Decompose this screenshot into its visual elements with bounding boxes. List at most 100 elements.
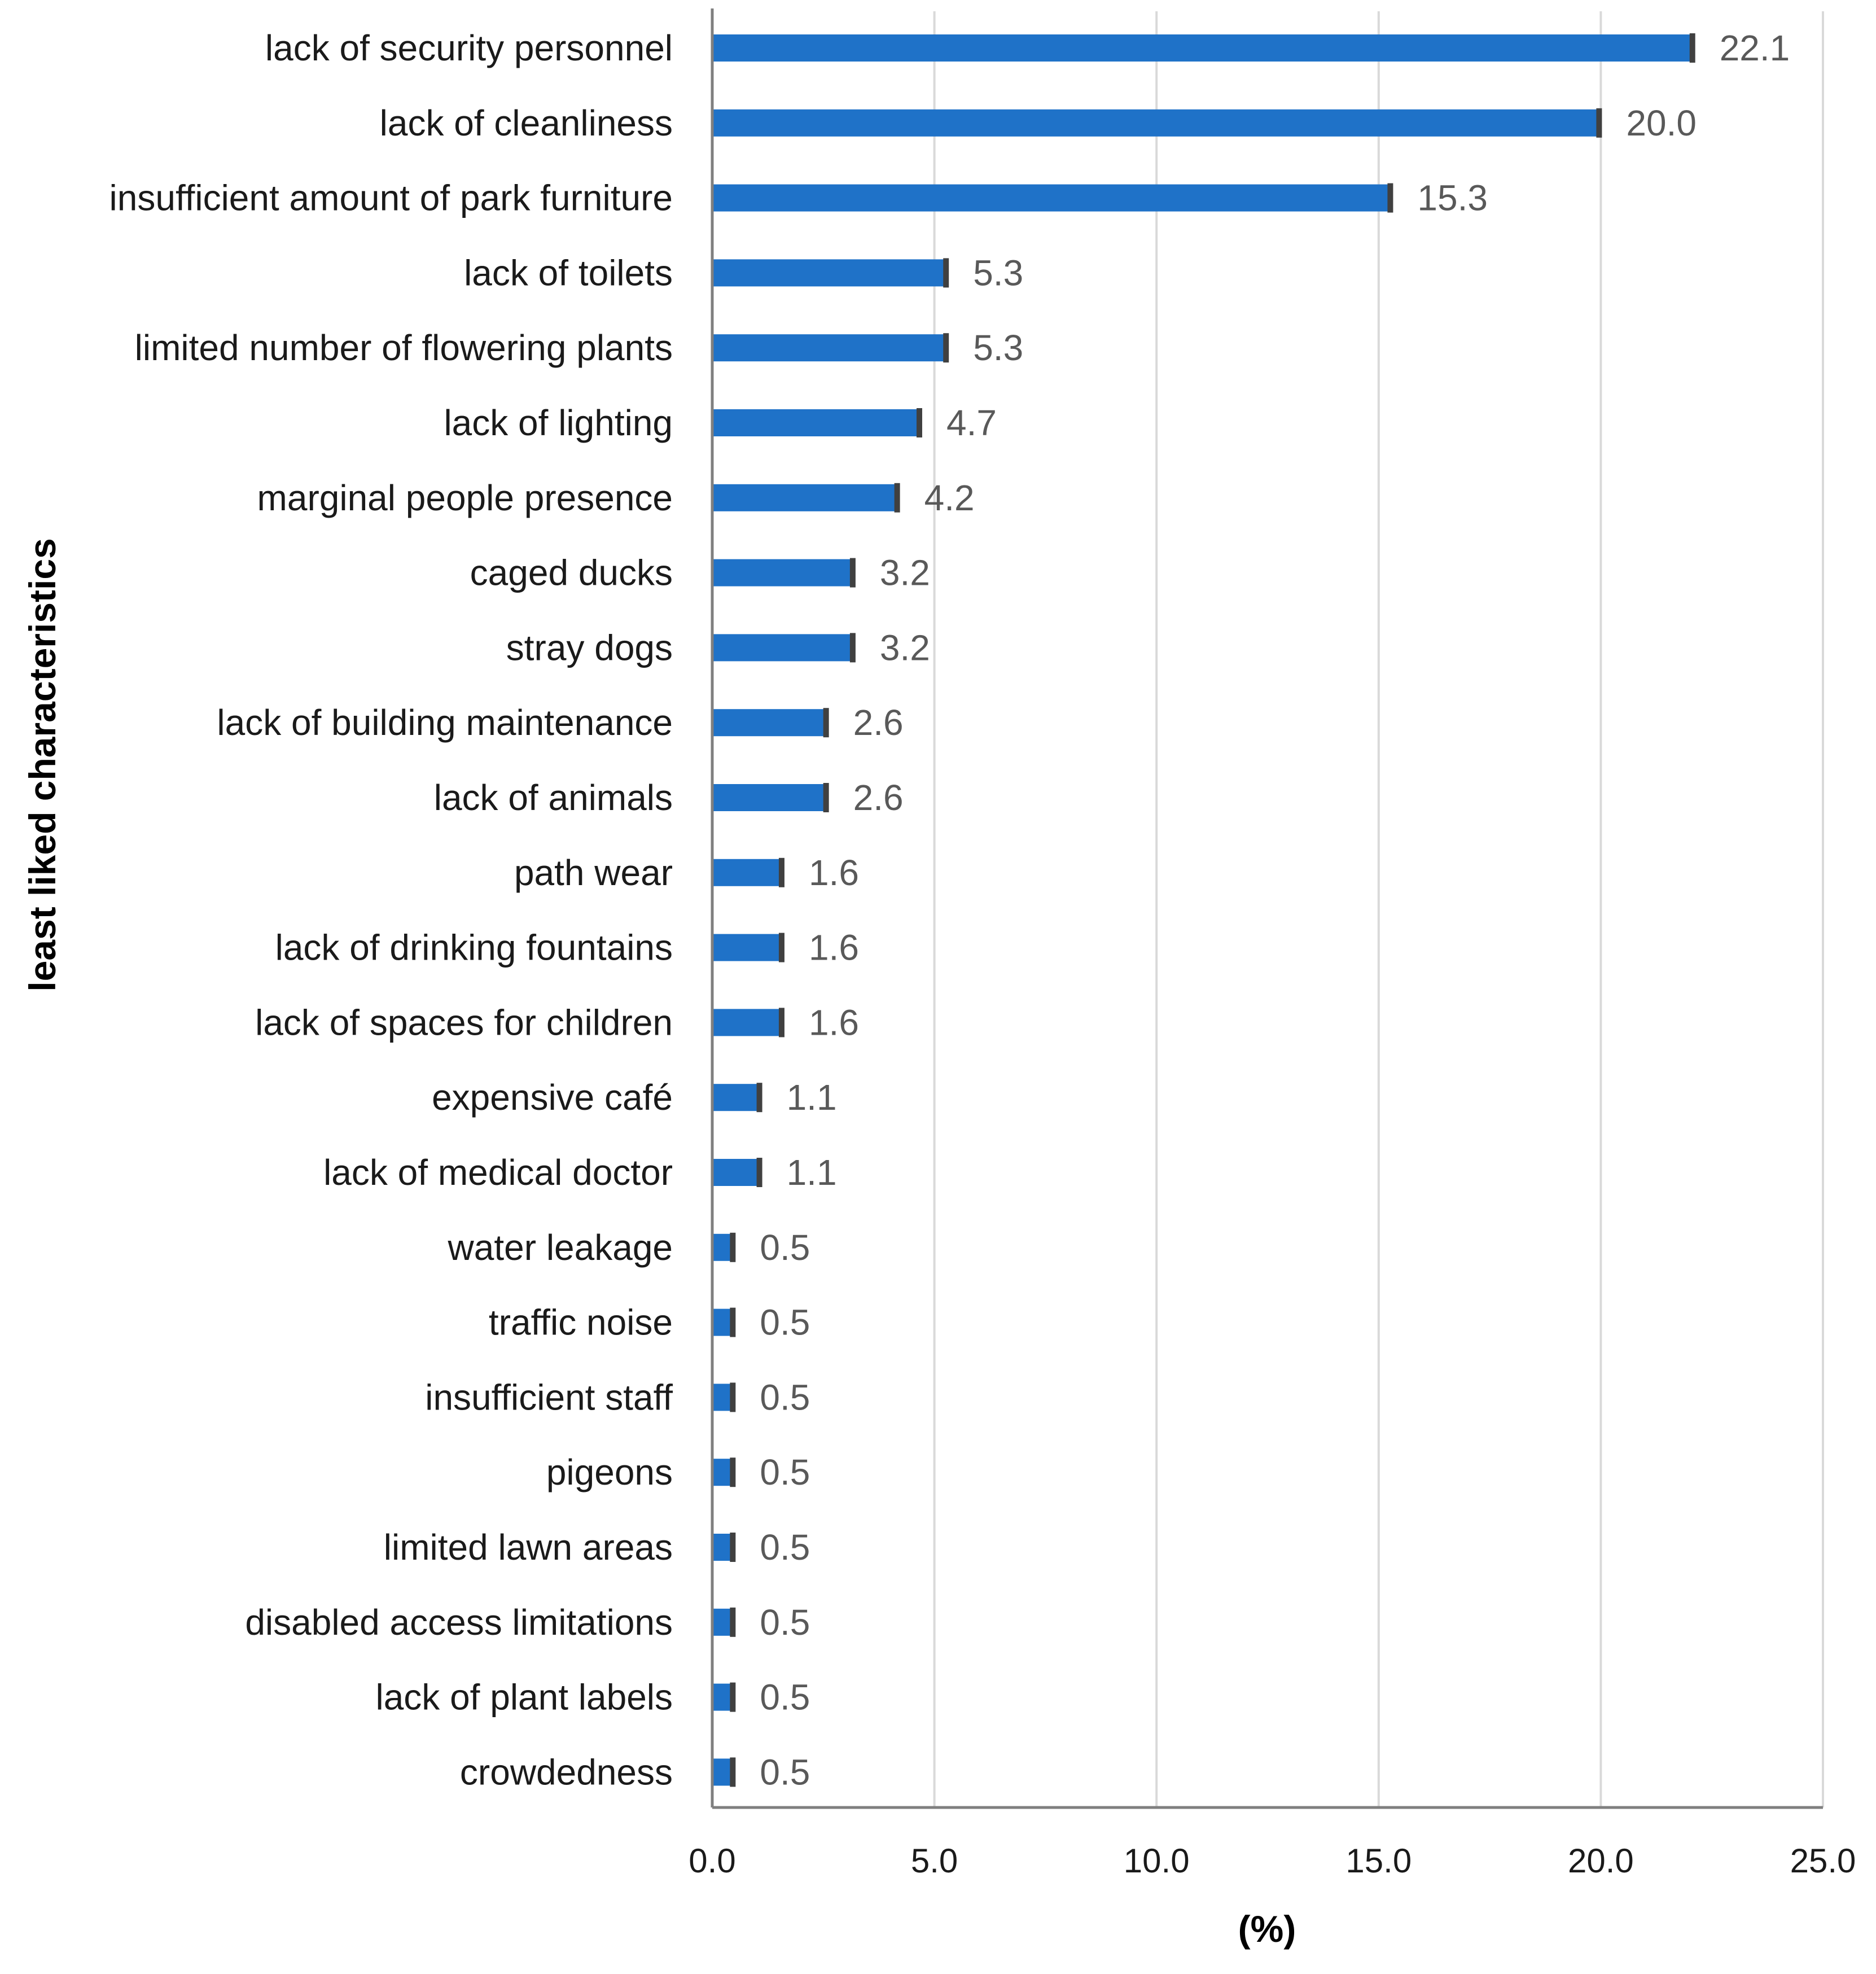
data-label: 20.0 <box>1626 103 1697 143</box>
category-label: disabled access limitations <box>245 1602 673 1643</box>
bar <box>712 634 854 662</box>
bar-end-cap <box>849 558 856 588</box>
bar <box>712 859 783 886</box>
bar-end-cap <box>823 783 829 812</box>
bar <box>712 709 828 737</box>
category-label: lack of medical doctor <box>323 1152 673 1193</box>
bar <box>712 109 1601 137</box>
data-label: 0.5 <box>760 1752 810 1792</box>
x-tick-label: 10.0 <box>1124 1842 1190 1880</box>
data-label: 1.1 <box>787 1077 837 1118</box>
bar-end-cap <box>1596 108 1602 138</box>
category-label: lack of toilets <box>464 252 673 293</box>
x-axis-title: (%) <box>1238 1908 1296 1950</box>
category-label: caged ducks <box>470 553 673 593</box>
category-label: pigeons <box>546 1452 673 1492</box>
category-label: marginal people presence <box>257 478 673 518</box>
data-label: 22.1 <box>1720 28 1790 68</box>
category-label: lack of cleanliness <box>380 103 673 143</box>
data-label: 5.3 <box>973 252 1023 293</box>
bar-end-cap <box>943 258 949 288</box>
category-label: stray dogs <box>506 627 673 668</box>
bar <box>712 1159 761 1186</box>
category-label: lack of lighting <box>444 402 673 443</box>
bar <box>712 259 948 287</box>
data-label: 5.3 <box>973 327 1023 368</box>
data-label: 2.6 <box>853 777 904 818</box>
bar-end-cap <box>730 1232 736 1262</box>
category-label: traffic noise <box>489 1302 673 1343</box>
bars <box>712 33 1695 1787</box>
data-label: 1.6 <box>809 852 859 893</box>
axes <box>711 8 1823 1809</box>
bar <box>712 1084 761 1111</box>
data-label: 2.6 <box>853 702 904 743</box>
data-label: 4.7 <box>946 402 997 443</box>
category-label: lack of drinking fountains <box>275 927 673 968</box>
bar <box>712 1009 783 1036</box>
data-label: 3.2 <box>880 553 930 593</box>
bar <box>712 34 1694 62</box>
data-label: 0.5 <box>760 1527 810 1568</box>
bar <box>712 934 783 961</box>
data-label: 15.3 <box>1417 178 1488 218</box>
data-label: 1.1 <box>787 1152 837 1193</box>
category-label: expensive café <box>432 1077 673 1118</box>
bar-end-cap <box>730 1457 736 1487</box>
gridlines <box>933 11 1824 1807</box>
bar-end-cap <box>756 1158 762 1187</box>
category-label: water leakage <box>448 1227 673 1268</box>
bar <box>712 409 921 436</box>
category-label: lack of plant labels <box>375 1677 673 1718</box>
data-label: 1.6 <box>809 1002 859 1043</box>
data-label: 0.5 <box>760 1227 810 1268</box>
category-labels: lack of security personnel lack of cleanl… <box>109 28 673 1792</box>
bar-end-cap <box>730 1757 736 1787</box>
data-label: 1.6 <box>809 927 859 968</box>
category-label: limited number of flowering plants <box>135 327 673 368</box>
category-label: crowdedness <box>460 1752 673 1792</box>
value-labels: 22.1 20.0 15.3 5.3 5.3 4.7 4.2 3.2 3.2 2.6 2.6 1.6 1… <box>760 28 1790 1792</box>
bar <box>712 559 854 586</box>
bar-end-cap <box>730 1307 736 1337</box>
bar-end-cap <box>730 1682 736 1712</box>
category-label: lack of animals <box>434 777 673 818</box>
x-tick-label: 15.0 <box>1345 1842 1412 1880</box>
data-label: 0.5 <box>760 1677 810 1718</box>
bar-end-cap <box>730 1607 736 1637</box>
category-label: lack of building maintenance <box>217 702 673 743</box>
bar-end-cap <box>778 857 784 887</box>
category-label: limited lawn areas <box>384 1527 673 1568</box>
bar <box>712 184 1392 212</box>
bar-end-cap <box>730 1533 736 1562</box>
bar-end-cap <box>943 333 949 363</box>
y-axis-title: least liked characteristics <box>21 538 63 991</box>
bar <box>712 334 948 362</box>
bar-end-cap <box>778 933 784 962</box>
data-label: 0.5 <box>760 1452 810 1492</box>
bar-end-cap <box>756 1083 762 1113</box>
tick-labels: 0.0 5.0 10.0 15.0 20.0 25.0 <box>689 1842 1856 1880</box>
bar <box>712 484 899 511</box>
bar-end-cap <box>730 1382 736 1412</box>
category-label: lack of spaces for children <box>255 1002 673 1043</box>
data-label: 3.2 <box>880 627 930 668</box>
bar-end-cap <box>1689 33 1695 63</box>
category-label: path wear <box>514 852 673 893</box>
x-tick-label: 0.0 <box>689 1842 735 1880</box>
category-label: insufficient amount of park furniture <box>109 178 673 218</box>
bar-end-cap <box>1387 183 1393 213</box>
data-label: 0.5 <box>760 1302 810 1343</box>
category-label: insufficient staff <box>425 1377 673 1417</box>
data-label: 0.5 <box>760 1377 810 1417</box>
data-label: 0.5 <box>760 1602 810 1643</box>
bar-end-cap <box>778 1008 784 1038</box>
category-label: lack of security personnel <box>265 28 673 68</box>
x-tick-label: 20.0 <box>1568 1842 1634 1880</box>
bar-end-cap <box>916 408 922 437</box>
x-tick-label: 5.0 <box>911 1842 958 1880</box>
bar-end-cap <box>849 633 856 663</box>
bar-end-cap <box>823 708 829 738</box>
x-tick-label: 25.0 <box>1790 1842 1856 1880</box>
